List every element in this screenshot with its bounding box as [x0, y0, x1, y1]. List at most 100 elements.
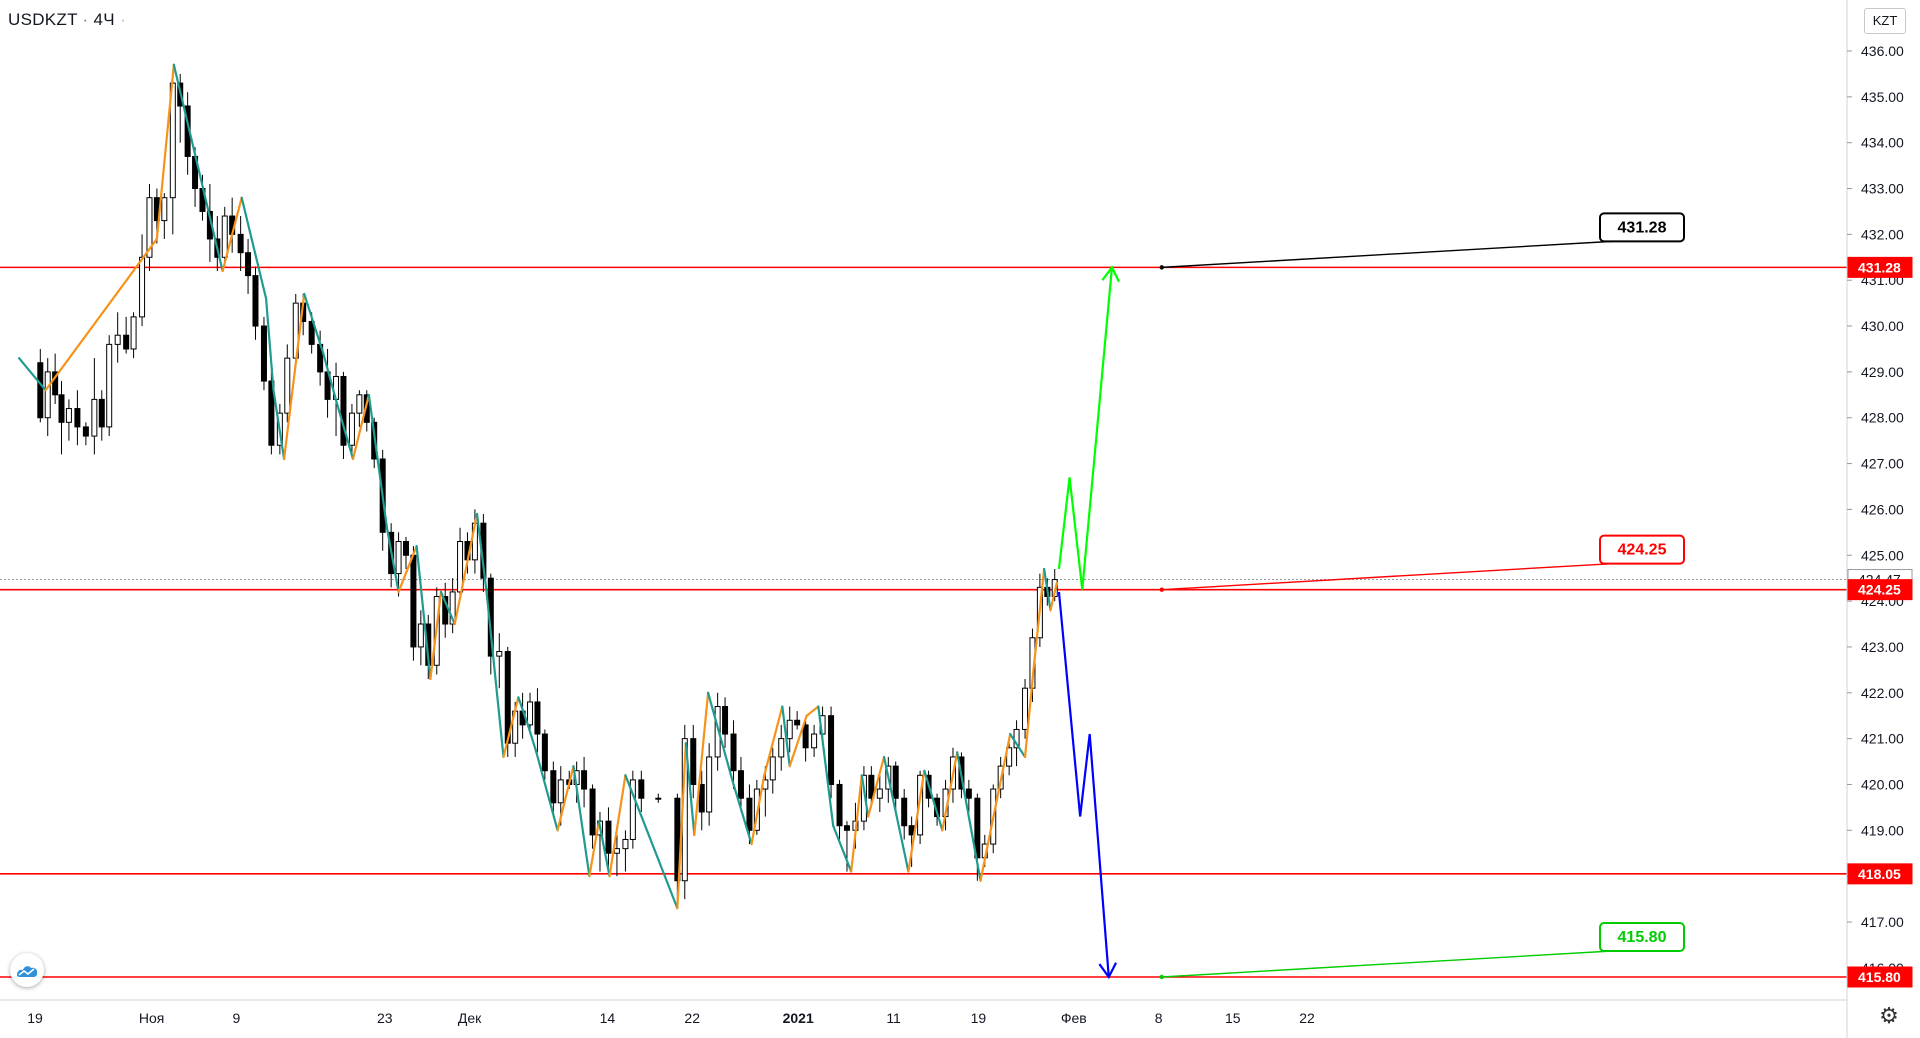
symbol-title[interactable]: USDKZT · 4Ч · [8, 10, 126, 29]
candle [348, 403, 355, 455]
candle [98, 390, 105, 441]
zigzag-up-segment [907, 769, 926, 873]
candle [496, 633, 503, 689]
candle [403, 536, 409, 570]
zigzag-up-segment [608, 774, 627, 878]
candle [237, 216, 244, 272]
zigzag-up-segment [693, 691, 710, 836]
zigzag-up-segment [1049, 581, 1058, 612]
callout-anchor [1159, 587, 1164, 592]
zigzag-up-segment [788, 714, 808, 768]
time-tick-label: 9 [233, 1010, 241, 1026]
price-tick-label: 435.00 [1861, 89, 1904, 105]
candle [811, 724, 818, 757]
zigzag-up-segment [283, 292, 306, 461]
zigzag-up-segment [556, 765, 575, 832]
time-tick-label: Дек [458, 1010, 482, 1026]
candle-body-down [82, 426, 89, 437]
zigzag-down-segment [882, 755, 910, 873]
price-tick-label: 426.00 [1861, 501, 1904, 517]
zigzag-down-segment [706, 691, 735, 786]
zigzag-up-segment [850, 774, 863, 873]
zigzag-down-segment [817, 705, 835, 827]
time-tick-label: 8 [1155, 1010, 1163, 1026]
candle [786, 706, 793, 753]
candle [356, 390, 363, 427]
time-axis[interactable]: 19 Ноя 9 23 Дек 14 22 2021 11 19 Фев 8 15 22 [27, 1010, 1315, 1026]
callout-box [1599, 534, 1685, 565]
candle-body-up [714, 706, 721, 758]
candle-body-down [698, 783, 705, 813]
zigzag-up-segment [763, 705, 784, 777]
price-callout[interactable]: 415.80 [1159, 922, 1685, 980]
zigzag-down-segment [1043, 567, 1052, 612]
zigzag-down-segment [303, 292, 325, 355]
time-tick-label: Фев [1061, 1010, 1087, 1026]
candle-body-down [98, 398, 105, 428]
candle-body-down [123, 334, 130, 350]
zigzag-up-segment [453, 512, 479, 626]
candle [550, 761, 557, 817]
candle-body-down [730, 733, 737, 772]
callout-anchor [1159, 265, 1164, 270]
price-tick-label: 417.00 [1861, 914, 1904, 930]
candle [737, 756, 744, 812]
zigzag-down-segment [264, 297, 275, 392]
bullish-forecast-arrow[interactable] [1057, 267, 1114, 590]
axis-price-label: 418.05 [1847, 863, 1913, 885]
axis-price-label-bg [1847, 863, 1913, 885]
candle-body-down [340, 375, 347, 446]
callout-label: 424.25 [1618, 542, 1667, 559]
zigzag-down-segment [781, 705, 791, 768]
candle [123, 316, 130, 354]
zigzag-up-segment [351, 393, 370, 461]
candle [457, 527, 464, 602]
candle-body-down [892, 765, 899, 799]
candle-body-up [284, 357, 291, 414]
zigzag-down-segment [684, 742, 696, 836]
candle-body-up [778, 738, 785, 758]
axis-price-label-bg [1847, 579, 1913, 601]
candle-body-up [139, 256, 146, 318]
zigzag-up-segment [941, 751, 959, 832]
bearish-forecast-arrow[interactable] [1057, 591, 1110, 978]
candle-body-up [356, 394, 363, 414]
candle [706, 743, 713, 826]
axis-price-label-bg [1847, 256, 1913, 278]
gear-icon[interactable]: ⚙ [1879, 1003, 1899, 1028]
zigzag-down-segment [272, 389, 286, 461]
candle [363, 390, 370, 432]
candle-body-down [722, 706, 729, 735]
price-callout[interactable]: 431.28 [1159, 212, 1685, 270]
tradingview-cloud-icon[interactable] [10, 953, 44, 987]
candle [252, 266, 259, 340]
candle [1022, 679, 1029, 739]
candle [527, 692, 534, 735]
callout-box [1599, 922, 1685, 952]
price-callout[interactable]: 424.25 [1159, 534, 1685, 592]
candle-body-up [161, 197, 168, 222]
candle-body-down [794, 719, 801, 726]
price-tick-label: 436.00 [1861, 43, 1904, 59]
candle [605, 807, 612, 872]
candle [340, 371, 347, 459]
candle [629, 770, 636, 849]
currency-badge[interactable]: KZT [1864, 8, 1906, 34]
candle [417, 610, 424, 666]
price-axis[interactable]: 416.00417.00418.00419.00420.00421.00422.… [1847, 43, 1904, 976]
candle [698, 770, 705, 831]
candle-body-up [655, 797, 662, 800]
candle [965, 779, 972, 812]
zigzag-down-segment [597, 820, 611, 878]
candle-body-down [363, 394, 370, 423]
candle [161, 193, 168, 239]
candle [541, 729, 548, 780]
zigzag-down-segment [860, 774, 870, 818]
price-tick-label: 433.00 [1861, 181, 1904, 197]
price-tick-label: 423.00 [1861, 639, 1904, 655]
candle [284, 344, 291, 423]
candle-body-down [410, 554, 417, 648]
candle [139, 234, 146, 327]
candle-body-up [1022, 687, 1029, 730]
